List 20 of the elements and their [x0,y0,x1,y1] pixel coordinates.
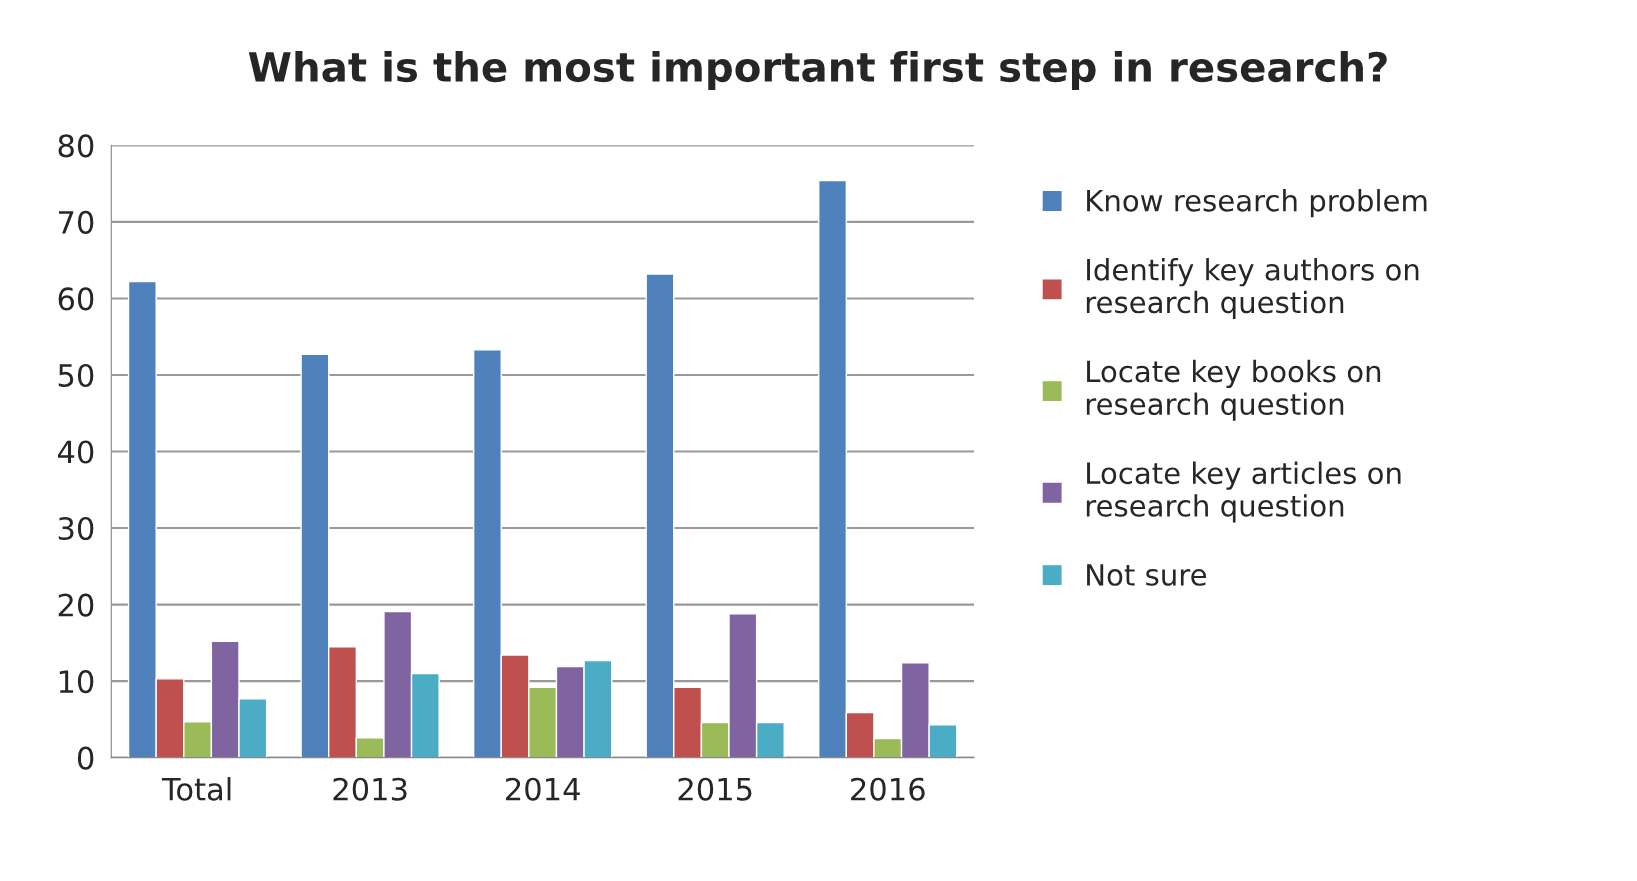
chart-title: What is the most important first step in research? [248,50,1387,90]
y-tick-label: 20 [58,593,94,617]
legend-label: Know research problem [1087,189,1427,218]
y-tick-label: 50 [58,363,94,388]
y-tick-label: 10 [59,670,94,694]
legend-label: Not sure [1087,564,1207,586]
y-tick-label: 80 [58,134,94,158]
y-tick-label: 60 [58,287,94,311]
legend-label: Locate key books on research question [1086,359,1381,421]
x-tick-label: 2013 [333,777,407,801]
legend-label: Identify key authors on research question [1086,258,1419,320]
y-tick-label: 0 [77,746,94,770]
legend-label: Locate key articles on research question [1086,461,1401,523]
x-tick-label: 2015 [678,777,752,801]
y-tick-label: 70 [58,210,94,234]
y-tick-label: 30 [58,516,94,541]
x-tick-label: 2016 [851,777,925,801]
y-tick-label: 40 [57,440,94,464]
x-tick-label: Total [161,777,231,801]
x-tick-label: 2014 [506,777,580,801]
